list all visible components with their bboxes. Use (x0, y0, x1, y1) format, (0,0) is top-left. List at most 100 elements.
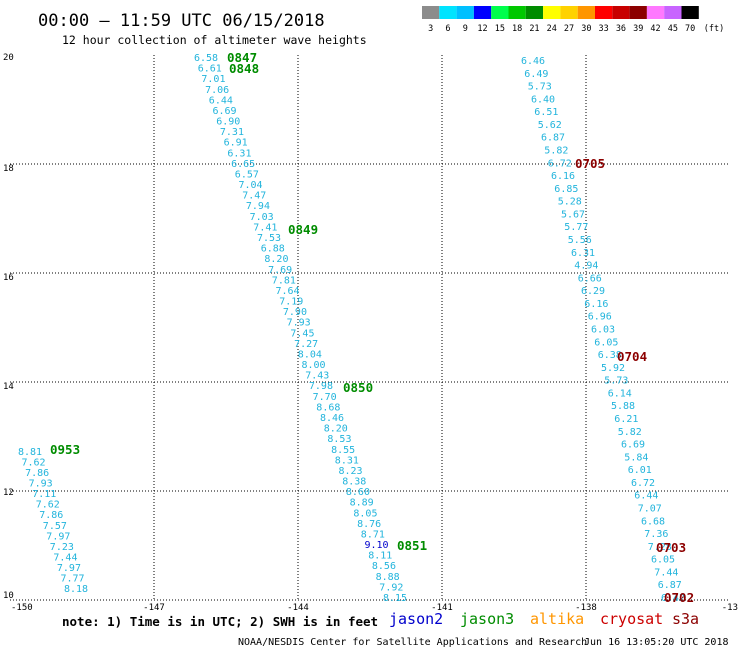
wave-height-value: 7.94 (246, 201, 270, 212)
pass-time-label: 0703 (656, 540, 686, 555)
scale-swatch (473, 6, 492, 19)
longitude-tick: -150 (11, 603, 33, 613)
wave-height-value: 6.69 (213, 106, 237, 117)
scale-label: 21 (529, 24, 539, 34)
scale-label: 24 (547, 24, 557, 34)
wave-height-value: 7.53 (257, 233, 281, 244)
wave-height-value: 6.88 (261, 244, 285, 255)
altimeter-tracks: 6.586.617.017.066.446.696.907.316.916.31… (18, 50, 694, 605)
pass-time-label: 0848 (229, 61, 259, 76)
wave-height-value: 8.38 (342, 477, 366, 488)
wave-height-value: 5.88 (611, 401, 635, 412)
scale-swatch (681, 6, 699, 19)
wave-height-value: 6.61 (198, 64, 222, 75)
wave-height-value: 6.49 (524, 69, 548, 80)
wave-height-value: 7.81 (272, 275, 296, 286)
scale-label: 6 (445, 24, 450, 34)
wave-height-value: 7.04 (239, 180, 263, 191)
scale-label: 70 (685, 24, 695, 34)
scale-label: 3 (428, 24, 433, 34)
wave-height-value: 8.53 (327, 434, 351, 445)
wave-height-value: 5.82 (618, 427, 642, 438)
wave-height-value: 7.97 (57, 563, 81, 574)
wave-height-value: 7.44 (654, 567, 678, 578)
wave-height-value: 6.46 (521, 56, 545, 67)
wave-height-value: 7.62 (36, 500, 60, 511)
scale-swatch (508, 6, 526, 19)
wave-height-value: 8.18 (64, 584, 88, 595)
scale-swatch (646, 6, 665, 19)
wave-height-value: 7.45 (290, 328, 314, 339)
scale-label: 9 (463, 24, 468, 34)
wave-height-value: 8.20 (324, 424, 348, 435)
wave-height-value: 7.93 (287, 318, 311, 329)
wave-height-value: 8.11 (368, 551, 392, 562)
wave-height-value: 7.97 (46, 531, 70, 542)
map-title: 00:00 – 11:59 UTC 06/15/2018 (38, 11, 325, 31)
wave-height-value: 7.98 (309, 381, 333, 392)
scale-swatch (491, 6, 509, 19)
wave-height-value: 5.28 (558, 197, 582, 208)
lat-lon-grid (10, 55, 730, 601)
wave-height-value: 8.55 (331, 445, 355, 456)
wave-height-value: 6.66 (578, 273, 602, 284)
scale-swatch (577, 6, 595, 19)
wave-height-value: 6.40 (531, 94, 555, 105)
wave-height-value: 6.42 (661, 593, 685, 604)
wave-height-value: 6.38 (598, 350, 622, 361)
wave-height-value: 7.77 (61, 574, 85, 585)
scale-swatch (595, 6, 613, 19)
scale-swatch (664, 6, 682, 19)
wave-height-value: 6.51 (534, 107, 558, 118)
wave-height-value: 6.31 (571, 248, 595, 259)
wave-height-value: 6.16 (551, 171, 575, 182)
wave-height-value: 5.73 (528, 82, 552, 93)
scale-label: 36 (616, 24, 626, 34)
wave-height-value: 5.62 (538, 120, 562, 131)
scale-swatch (456, 6, 474, 19)
wave-height-value: 6.05 (651, 555, 675, 566)
wave-height-value: 7.36 (644, 529, 668, 540)
wave-height-value: 8.15 (383, 593, 407, 604)
wave-height-value: 7.27 (294, 339, 318, 350)
scale-label: 27 (564, 24, 574, 34)
satellite-jason2: jason2 (389, 610, 443, 628)
footer-note: note: 1) Time is in UTC; 2) SWH is in fe… (62, 614, 378, 629)
wave-height-value: 5.92 (601, 363, 625, 374)
wave-height-value: 8.76 (357, 519, 381, 530)
scale-label: (ft) (704, 24, 724, 34)
scale-swatch (629, 6, 647, 19)
map-plot-area: -150 -147 -144 -141 -138 -13 20 18 16 14 12 10 6.58… (3, 50, 738, 613)
wave-height-value: 8.60 (346, 487, 370, 498)
wave-height-value: 7.11 (32, 489, 56, 500)
wave-height-value: 6.90 (216, 117, 240, 128)
wave-height-value: 7.90 (283, 307, 307, 318)
wave-height-value: 7.62 (22, 458, 46, 469)
wave-height-value: 6.58 (194, 53, 218, 64)
wave-height-value: 6.96 (588, 312, 612, 323)
wave-height-value: 5.77 (564, 222, 588, 233)
wave-height-value: 8.46 (320, 413, 344, 424)
wave-height-value: 5.84 (624, 452, 648, 463)
wave-height-value: 7.86 (25, 468, 49, 479)
wave-height-value: 7.31 (220, 127, 244, 138)
wave-height-value: 7.57 (43, 521, 67, 532)
wave-height-value: 5.56 (568, 235, 592, 246)
wave-height-value: 6.44 (209, 95, 233, 106)
wave-height-value: 7.19 (279, 297, 303, 308)
pass-time-label: 0849 (288, 222, 318, 237)
latitude-tick: 16 (3, 273, 14, 283)
wave-height-value: 6.72 (548, 158, 572, 169)
scale-swatch (422, 6, 440, 19)
latitude-tick: 10 (3, 591, 14, 601)
wave-height-value: 6.14 (608, 388, 632, 399)
wave-height-value: 6.91 (224, 138, 248, 149)
satellite-cryosat: cryosat (600, 610, 663, 628)
pass-time-label: 0704 (617, 349, 647, 364)
wave-height-value: 7.23 (50, 542, 74, 553)
wave-height-value: 6.85 (554, 184, 578, 195)
pass-time-label: 0705 (575, 156, 605, 171)
scale-swatch (612, 6, 630, 19)
wave-height-value: 7.93 (29, 479, 53, 490)
longitude-tick: -141 (431, 603, 453, 613)
